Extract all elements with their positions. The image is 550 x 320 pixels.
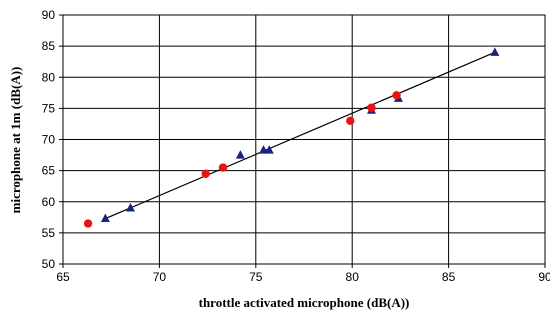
x-tick-label: 65 [56,270,70,284]
y-tick-label: 90 [42,8,56,22]
x-tick-label: 85 [442,270,456,284]
y-tick-label: 85 [42,39,56,53]
y-axis-title: microphone at 1m (dB(A)) [8,67,23,214]
grid [63,15,545,264]
y-tick-label: 65 [42,164,56,178]
x-tick-label: 90 [538,270,550,284]
y-tick-label: 80 [42,70,56,84]
circle-point [219,163,227,171]
circle-point [346,117,354,125]
circle-point [84,219,92,227]
x-axis-tick-labels: 65 70 75 80 85 90 [56,270,550,284]
x-tick-label: 75 [249,270,263,284]
circle-point [392,91,400,99]
y-tick-label: 70 [42,133,56,147]
triangle-point [126,203,135,212]
triangle-point [490,47,499,56]
y-tick-label: 50 [42,257,56,271]
y-tick-label: 60 [42,195,56,209]
circle-point [201,170,209,178]
y-tick-label: 75 [42,101,56,115]
y-axis-tick-labels: 50 55 60 65 70 75 80 85 90 [42,8,56,271]
y-tick-label: 55 [42,226,56,240]
triangle-point [236,150,245,159]
x-tick-label: 80 [346,270,360,284]
axis-ticks [59,15,545,268]
x-tick-label: 70 [153,270,167,284]
circle-point [367,104,375,112]
x-axis-title: throttle activated microphone (dB(A)) [199,295,410,310]
